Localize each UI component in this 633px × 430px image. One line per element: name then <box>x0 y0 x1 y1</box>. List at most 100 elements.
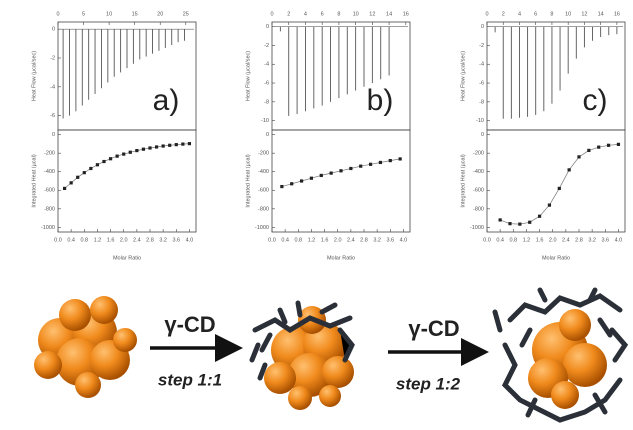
y-tick-label: -4 <box>264 62 269 68</box>
x-tick-label: 25 <box>183 11 189 17</box>
fit-curve <box>281 158 401 187</box>
y-tick-label: -600 <box>258 188 269 194</box>
y-axis-label: Heat Flow (µcal/sec) <box>460 51 466 101</box>
x-tick-label: 1.2 <box>523 237 531 243</box>
x-tick-label: 2.8 <box>360 237 368 243</box>
data-point <box>498 218 502 222</box>
data-point <box>518 222 522 226</box>
data-point <box>557 186 561 191</box>
data-point <box>329 171 333 175</box>
x-tick-label: 1.6 <box>536 237 544 243</box>
y-tick-label: 0 <box>481 132 484 138</box>
y-tick-label: 0 <box>52 132 55 138</box>
data-point <box>309 176 314 180</box>
x-tick-label: 14 <box>598 11 604 17</box>
y-tick-label: -800 <box>44 206 55 212</box>
data-point <box>528 220 532 224</box>
x-tick-label: 0.0 <box>483 237 491 243</box>
data-point <box>597 145 601 149</box>
data-point <box>388 159 392 163</box>
y-tick-label: -1000 <box>470 225 484 231</box>
y-axis-label: Integrated Heat (µcal) <box>460 154 466 207</box>
y-tick-label: -4 <box>50 84 55 90</box>
y-axis-label: Integrated Heat (µcal) <box>31 154 37 207</box>
data-point <box>161 144 165 148</box>
x-tick-label: 10 <box>565 11 571 17</box>
data-point <box>141 147 146 151</box>
y-tick-label: -200 <box>258 151 269 157</box>
y-tick-label: -800 <box>258 206 269 212</box>
x-tick-label: 2.4 <box>562 237 570 243</box>
y-tick-label: -10 <box>261 118 269 124</box>
x-tick-label: 4.0 <box>186 237 194 243</box>
x-tick-label: 0.4 <box>281 237 289 243</box>
x-tick-label: 0.8 <box>80 237 88 243</box>
y-tick-label: -6 <box>479 80 484 86</box>
x-tick-label: 2.8 <box>146 237 154 243</box>
y-axis-label: Integrated Heat (µcal) <box>245 154 251 207</box>
x-tick-label: 3.2 <box>588 237 596 243</box>
data-point <box>135 148 139 153</box>
x-tick-label: 1.2 <box>94 237 102 243</box>
plot-frame <box>271 129 411 233</box>
data-point <box>368 162 373 166</box>
x-tick-label: 3.2 <box>373 237 381 243</box>
panel-label: b) <box>367 84 394 117</box>
reagent: γ-CD <box>164 312 215 337</box>
x-tick-label: 2.4 <box>347 237 355 243</box>
x-tick-label: 2 <box>502 11 505 17</box>
x-tick-label: 10 <box>106 11 112 17</box>
plot-frame <box>57 129 197 233</box>
y-tick-label: -2 <box>50 55 55 61</box>
x-tick-label: 3.6 <box>172 237 180 243</box>
y-tick-label: -800 <box>473 206 484 212</box>
data-point <box>95 163 100 167</box>
data-point <box>102 159 106 164</box>
x-tick-label: 1.6 <box>107 237 115 243</box>
y-tick-label: 0 <box>52 27 55 33</box>
x-tick-label: 16 <box>614 11 620 17</box>
data-point <box>108 157 113 161</box>
x-tick-label: 15 <box>132 11 138 17</box>
step-label: step 1:2 <box>396 374 461 393</box>
data-point <box>148 146 152 150</box>
data-point <box>349 166 353 171</box>
y-tick-label: 0 <box>266 132 269 138</box>
x-tick-label: 3.2 <box>159 237 167 243</box>
y-tick-label: -8 <box>479 99 484 105</box>
y-tick-label: -200 <box>44 151 55 157</box>
data-point <box>290 182 294 186</box>
reagent: γ-CD <box>408 316 459 341</box>
data-point <box>537 214 542 218</box>
x-tick-label: 2.4 <box>133 237 141 243</box>
x-tick-label: 4 <box>518 11 521 17</box>
data-point <box>616 142 621 146</box>
data-point <box>76 175 80 179</box>
fit-curve <box>64 143 190 189</box>
data-point <box>567 168 571 172</box>
data-point <box>187 142 192 146</box>
x-tick-label: 4.0 <box>400 237 408 243</box>
step-label: step 1:1 <box>158 370 222 389</box>
y-tick-label: -1000 <box>41 225 55 231</box>
x-tick-label: 0.4 <box>496 237 504 243</box>
data-point <box>547 203 552 207</box>
molecule-complex-1 <box>249 300 355 410</box>
data-point <box>280 184 284 189</box>
panel-label: c) <box>583 84 608 117</box>
x-tick-label: 2.0 <box>549 237 557 243</box>
data-point <box>606 143 611 147</box>
data-point <box>174 143 178 147</box>
molecule-free <box>34 296 137 398</box>
y-axis-label: Heat Flow (µcal/sec) <box>245 51 251 101</box>
plot-frame <box>486 129 626 233</box>
panel-label: a) <box>153 84 180 117</box>
x-tick-label: 8 <box>337 11 340 17</box>
data-point <box>398 157 402 161</box>
data-point <box>115 154 119 158</box>
x-tick-label: 20 <box>157 11 163 17</box>
data-point <box>577 155 581 159</box>
data-point <box>181 142 185 146</box>
x-tick-label: 1.2 <box>308 237 316 243</box>
